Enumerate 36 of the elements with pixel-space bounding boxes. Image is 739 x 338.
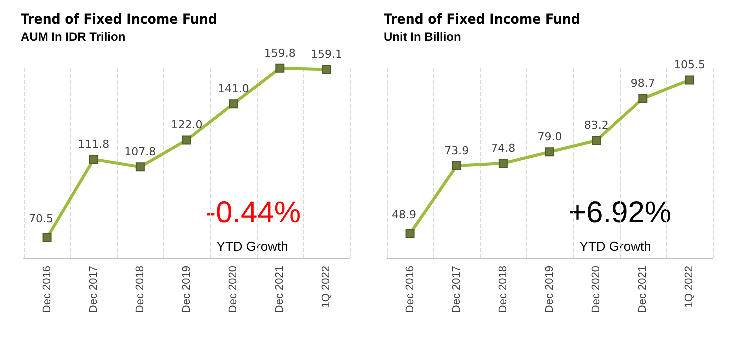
x-tick-label: Dec 2017	[450, 266, 463, 314]
data-label: 159.8	[264, 46, 296, 60]
x-tick-label: Dec 2019	[544, 266, 556, 314]
data-label: 141.0	[218, 82, 250, 96]
text: YTD Growth	[580, 239, 652, 254]
data-label: 107.8	[124, 146, 156, 159]
data-label: 122.0	[171, 118, 203, 132]
annotation: -0.44%	[206, 196, 302, 230]
data-label: 159.1	[310, 48, 342, 62]
data-label: 73.9	[444, 144, 470, 158]
x-tick-label: Dec 2018	[497, 266, 510, 314]
x-tick-label: Dec 2016	[404, 266, 416, 314]
data-label: 83.2	[584, 119, 609, 132]
x-tick-label: Dec 2021	[637, 266, 650, 314]
data-label: 105.5	[674, 58, 706, 72]
text: YTD Growth	[216, 239, 288, 254]
chart-title: Trend of Fixed Income Fund	[21, 12, 218, 28]
data-label: 79.0	[538, 130, 562, 144]
chart-title: Trend of Fixed Income Fund	[384, 12, 580, 28]
x-tick-label: Dec 2018	[134, 266, 146, 314]
x-tick-label: Dec 2021	[274, 266, 286, 314]
x-tick-label: Dec 2016	[41, 266, 54, 314]
x-tick-label: Dec 2020	[590, 266, 603, 314]
data-label: 74.8	[491, 142, 516, 156]
data-label: 111.8	[78, 138, 110, 152]
chart-subtitle: Unit In Billion	[384, 30, 462, 44]
annotation: +6.92%	[569, 196, 672, 230]
x-tick-label: Dec 2017	[88, 266, 100, 314]
x-tick-label: 1Q 2022	[320, 266, 333, 308]
data-label: 70.5	[29, 212, 54, 226]
chart-subtitle: AUM In IDR Trilion	[21, 30, 126, 44]
x-tick-label: 1Q 2022	[684, 266, 696, 308]
data-label: 48.9	[392, 208, 417, 222]
data-label: 98.7	[630, 77, 656, 90]
x-tick-label: Dec 2019	[181, 266, 193, 314]
x-tick-label: Dec 2020	[228, 266, 240, 314]
